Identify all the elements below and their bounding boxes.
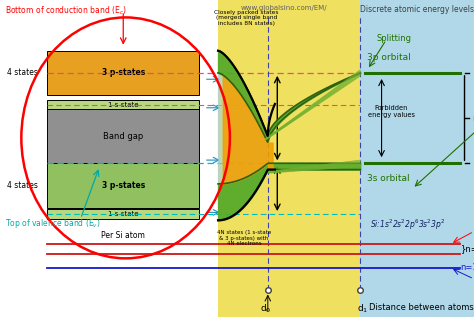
Bar xyxy=(47,109,199,163)
Bar xyxy=(218,0,275,317)
Bar xyxy=(218,0,360,317)
Text: Discrete atomic energy levels: Discrete atomic energy levels xyxy=(360,5,474,14)
Text: Distance between atoms: Distance between atoms xyxy=(369,303,474,312)
Text: 3 p-states: 3 p-states xyxy=(101,68,145,77)
Text: 4N states (1 s-state
& 3 p-states) with
4N electrons: 4N states (1 s-state & 3 p-states) with … xyxy=(217,230,271,246)
Bar xyxy=(47,163,199,208)
Text: 1 s-state: 1 s-state xyxy=(108,102,138,107)
Text: 3s orbital: 3s orbital xyxy=(367,174,410,183)
Text: Closely packed states
(merged single band
includes 8N states): Closely packed states (merged single ban… xyxy=(214,10,279,26)
Text: 4 states: 4 states xyxy=(7,68,38,77)
Text: 3p orbital: 3p orbital xyxy=(367,53,411,62)
Text: 1 s-state: 1 s-state xyxy=(108,211,138,217)
Text: www.globalsino.com/EM/: www.globalsino.com/EM/ xyxy=(241,5,328,11)
Text: Bottom of conduction band (E$_c$): Bottom of conduction band (E$_c$) xyxy=(5,5,127,17)
Text: Band gap: Band gap xyxy=(103,132,143,141)
Text: n=3: n=3 xyxy=(472,113,474,123)
Text: Si:1s$^2$2s$^2$2p$^6$3s$^2$3p$^2$: Si:1s$^2$2s$^2$2p$^6$3s$^2$3p$^2$ xyxy=(370,218,445,232)
Text: Top of valence band (E$_v$): Top of valence band (E$_v$) xyxy=(5,217,100,230)
Bar xyxy=(47,51,199,95)
Text: d$_1$: d$_1$ xyxy=(357,303,368,315)
Text: Forbidden
energy values: Forbidden energy values xyxy=(367,105,415,118)
Text: d$_0$: d$_0$ xyxy=(260,303,271,315)
Text: n=1: n=1 xyxy=(461,263,474,272)
Text: Splitting: Splitting xyxy=(377,34,412,42)
Text: 3 p-states: 3 p-states xyxy=(101,181,145,190)
Text: Per Si atom: Per Si atom xyxy=(101,231,145,240)
Text: 4 states: 4 states xyxy=(7,181,38,190)
Bar xyxy=(360,0,474,317)
Text: }n=1: }n=1 xyxy=(461,244,474,253)
Bar xyxy=(0,0,218,317)
Bar xyxy=(47,100,199,109)
Bar xyxy=(47,209,199,219)
